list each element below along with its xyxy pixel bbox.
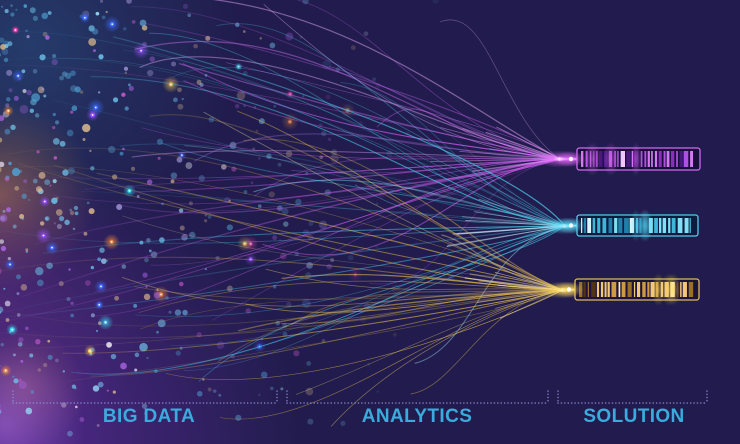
barcode-bar-cyan (554, 209, 699, 242)
particle-field (0, 0, 453, 437)
axis-dotted-line (12, 390, 708, 404)
barcode-bars (552, 142, 701, 306)
barcode-bar-amber (552, 273, 700, 306)
stream-lines (0, 0, 589, 427)
barcode-bar-magenta (554, 142, 701, 176)
